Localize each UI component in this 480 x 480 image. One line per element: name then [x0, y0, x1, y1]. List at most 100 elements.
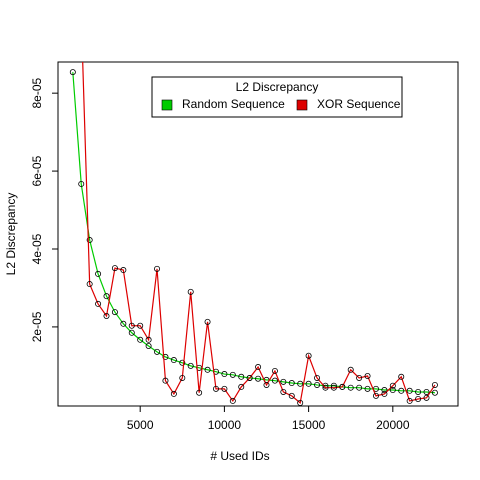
- data-point: [170, 357, 177, 364]
- data-point: [406, 397, 413, 404]
- data-point: [103, 293, 110, 300]
- data-point: [389, 382, 396, 389]
- data-point: [238, 383, 245, 390]
- data-point: [271, 377, 278, 384]
- data-point: [415, 395, 422, 402]
- data-point: [95, 300, 102, 307]
- data-point: [347, 384, 354, 391]
- data-point: [389, 387, 396, 394]
- data-point: [78, 180, 85, 187]
- data-point: [196, 389, 203, 396]
- plot-frame: [57, 61, 459, 407]
- data-point: [154, 265, 161, 272]
- data-point: [423, 394, 430, 401]
- data-point: [415, 388, 422, 395]
- data-point: [162, 353, 169, 360]
- data-point: [314, 381, 321, 388]
- data-point: [111, 309, 118, 316]
- y-tick-label: 4e-05: [30, 233, 44, 264]
- data-point: [280, 388, 287, 395]
- data-point: [128, 322, 135, 329]
- data-point: [86, 237, 93, 244]
- x-axis-label: # Used IDs: [210, 449, 269, 463]
- data-point: [204, 318, 211, 325]
- data-point: [398, 387, 405, 394]
- data-point: [111, 265, 118, 272]
- data-point: [381, 387, 388, 394]
- data-point: [297, 380, 304, 387]
- x-tick-label: 20000: [376, 418, 410, 432]
- legend-swatch: [161, 99, 173, 111]
- legend-title: L2 Discrepancy: [236, 80, 319, 94]
- data-point: [431, 381, 438, 388]
- data-point: [187, 288, 194, 295]
- data-point: [95, 270, 102, 277]
- data-point: [271, 367, 278, 374]
- data-point: [229, 371, 236, 378]
- data-point: [280, 378, 287, 385]
- data-point: [187, 362, 194, 369]
- data-point: [423, 388, 430, 395]
- series-line: [72, 72, 435, 394]
- data-point: [221, 385, 228, 392]
- data-point: [288, 380, 295, 387]
- data-point: [238, 373, 245, 380]
- data-point: [255, 375, 262, 382]
- data-point: [330, 384, 337, 391]
- legend-label: Random Sequence: [182, 97, 285, 111]
- data-point: [179, 374, 186, 381]
- legend-swatch: [296, 99, 308, 111]
- y-tick-label: 2e-05: [30, 311, 44, 342]
- data-point: [162, 377, 169, 384]
- data-point: [372, 392, 379, 399]
- data-point: [314, 374, 321, 381]
- data-point: [297, 399, 304, 406]
- data-point: [69, 69, 76, 76]
- data-point: [431, 389, 438, 396]
- data-point: [406, 387, 413, 394]
- data-point: [339, 383, 346, 390]
- data-point: [204, 366, 211, 373]
- data-point: [381, 390, 388, 397]
- y-tick-label: 8e-05: [30, 78, 44, 109]
- data-point: [347, 366, 354, 373]
- data-point: [356, 384, 363, 391]
- data-point: [330, 382, 337, 389]
- data-point: [170, 390, 177, 397]
- y-tick-label: 6e-05: [30, 155, 44, 186]
- data-point: [322, 382, 329, 389]
- data-point: [179, 359, 186, 366]
- y-axis-label: L2 Discrepancy: [4, 193, 18, 276]
- data-point: [154, 348, 161, 355]
- data-point: [322, 384, 329, 391]
- data-point: [229, 397, 236, 404]
- data-point: [305, 380, 312, 387]
- plot-area: [69, 62, 438, 406]
- data-point: [263, 381, 270, 388]
- data-point: [137, 336, 144, 343]
- data-point: [398, 373, 405, 380]
- data-point: [288, 392, 295, 399]
- data-point: [120, 267, 127, 274]
- data-point: [356, 374, 363, 381]
- series-line: [82, 62, 436, 405]
- data-point: [364, 373, 371, 380]
- data-point: [364, 385, 371, 392]
- data-point: [128, 329, 135, 336]
- x-tick-label: 15000: [292, 418, 326, 432]
- data-point: [103, 313, 110, 320]
- legend-label: XOR Sequence: [317, 97, 401, 111]
- x-tick-label: 10000: [208, 418, 242, 432]
- data-point: [86, 281, 93, 288]
- data-point: [145, 336, 152, 343]
- data-point: [305, 352, 312, 359]
- data-point: [120, 320, 127, 327]
- data-point: [145, 343, 152, 350]
- legend-box: [151, 76, 403, 118]
- data-point: [137, 322, 144, 329]
- data-point: [221, 371, 228, 378]
- x-tick-label: 5000: [127, 418, 154, 432]
- data-point: [212, 385, 219, 392]
